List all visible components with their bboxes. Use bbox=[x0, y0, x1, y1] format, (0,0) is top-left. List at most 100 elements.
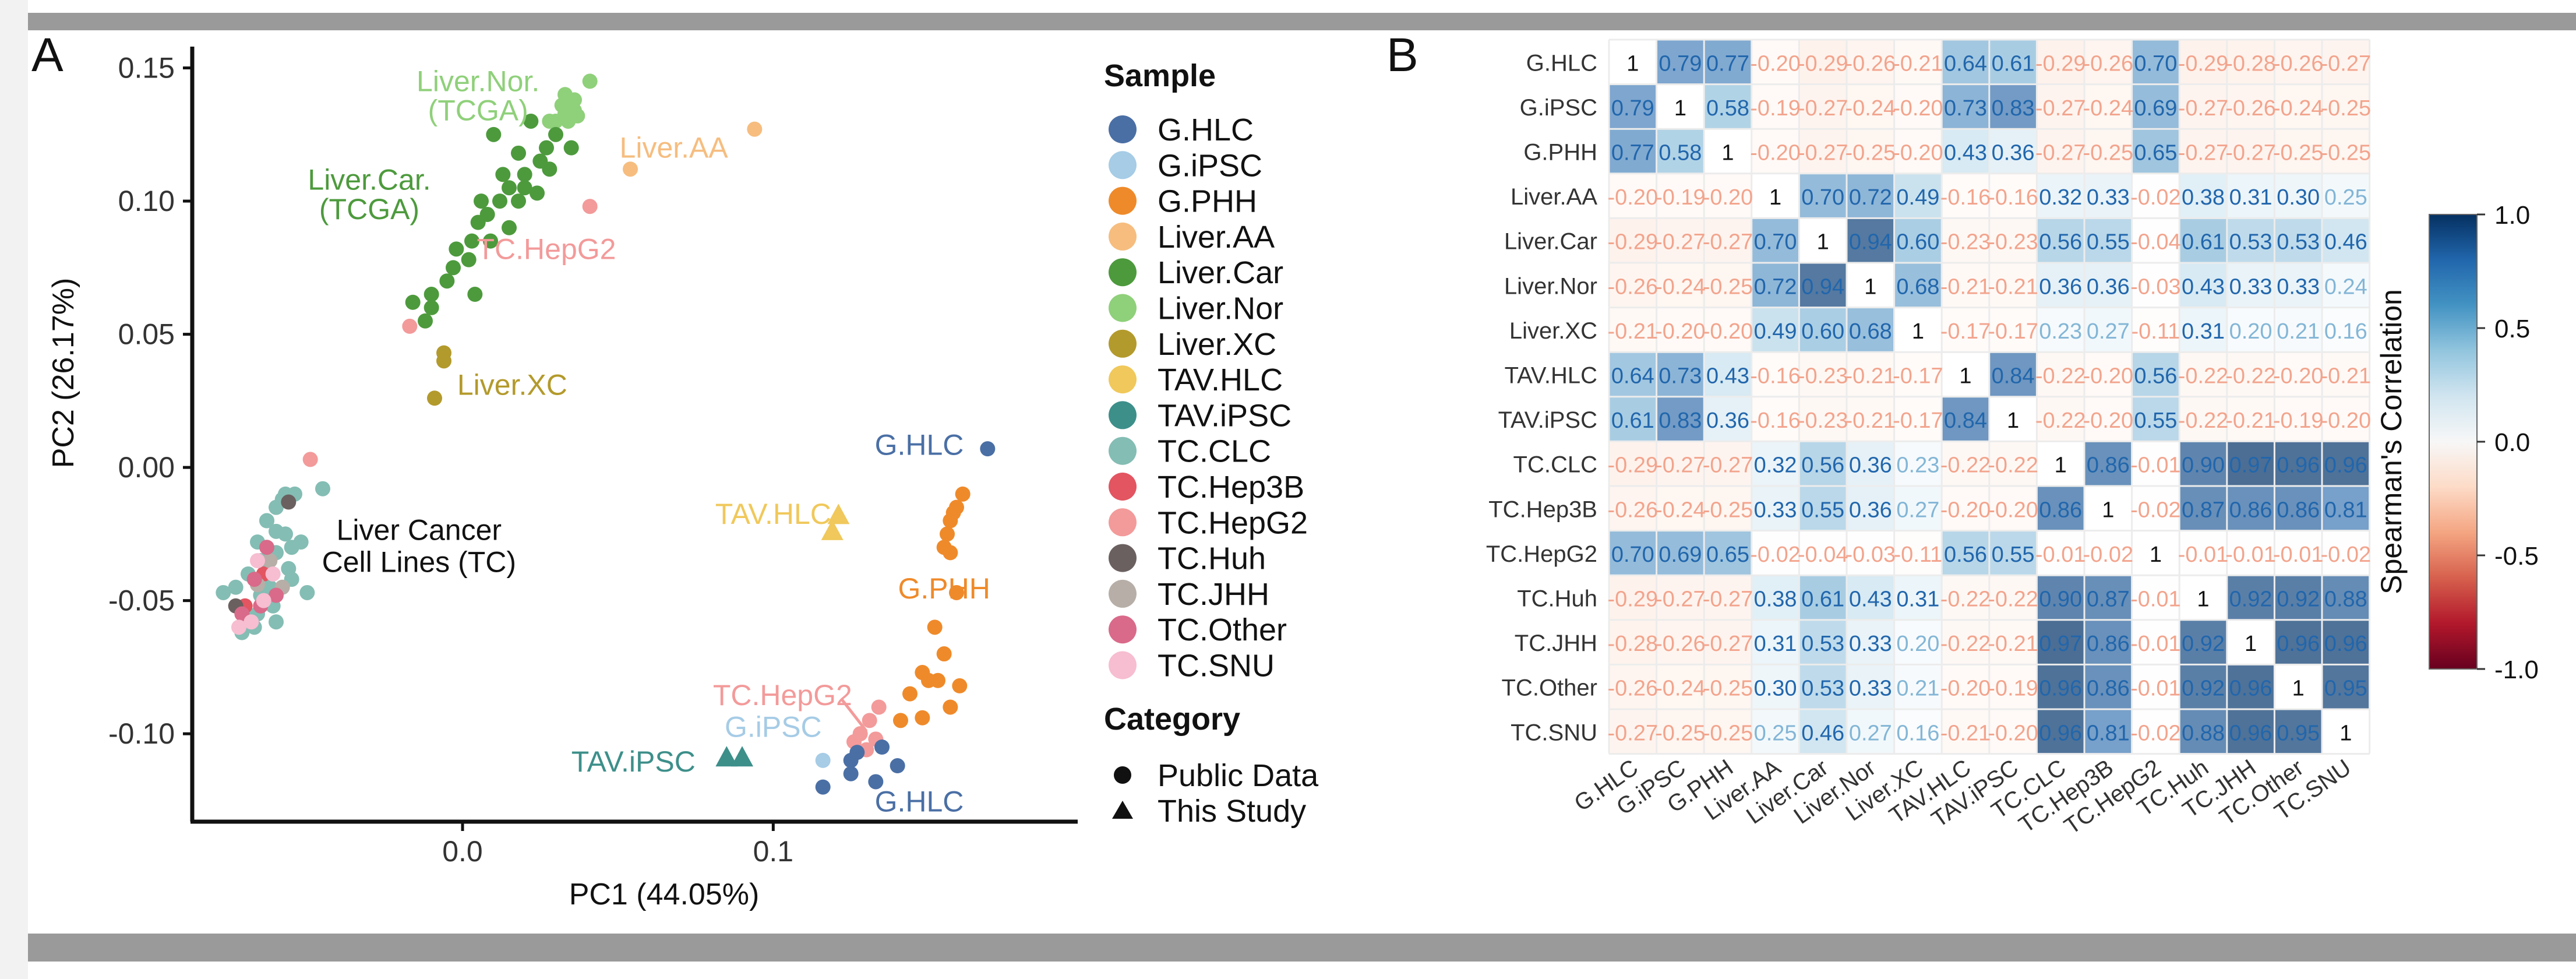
heatmap-cell-tc-other-tc-huh[interactable] bbox=[2179, 664, 2227, 709]
heatmap-cell-tc-huh-tc-snu[interactable] bbox=[2322, 575, 2370, 620]
heatmap-cell-liver-nor-tc-hep3b[interactable] bbox=[2084, 263, 2132, 308]
heatmap-cell-tav-ipsc-g-hlc[interactable] bbox=[1609, 396, 1657, 442]
scatter-point-g-hlc[interactable] bbox=[843, 766, 859, 781]
heatmap-cell-tav-ipsc-tc-hep3b[interactable] bbox=[2084, 396, 2132, 442]
heatmap-cell-tc-hepg2-g-hlc[interactable] bbox=[1609, 530, 1657, 576]
heatmap-cell-g-hlc-tc-huh[interactable] bbox=[2179, 40, 2227, 84]
heatmap-cell-tav-hlc-tc-jhh[interactable] bbox=[2226, 352, 2275, 397]
heatmap-cell-g-ipsc-liver-xc[interactable] bbox=[1894, 84, 1942, 129]
heatmap-cell-tc-huh-tav-ipsc[interactable] bbox=[1989, 575, 2037, 620]
scatter-point-liver-car[interactable] bbox=[502, 220, 517, 235]
scatter-point-liver-car[interactable] bbox=[492, 193, 507, 209]
heatmap-cell-liver-car-tc-snu[interactable] bbox=[2322, 218, 2370, 263]
heatmap-cell-tc-hep3b-liver-xc[interactable] bbox=[1894, 486, 1942, 531]
heatmap-cell-tav-hlc-tc-huh[interactable] bbox=[2179, 352, 2227, 397]
scatter-point-tc-snu[interactable] bbox=[265, 566, 281, 582]
heatmap-cell-tc-jhh-tav-ipsc[interactable] bbox=[1989, 619, 2037, 665]
heatmap-cell-tc-hepg2-liver-aa[interactable] bbox=[1751, 530, 1799, 576]
heatmap-cell-tc-hep3b-tav-ipsc[interactable] bbox=[1989, 486, 2037, 531]
heatmap-cell-tc-hep3b-liver-nor[interactable] bbox=[1847, 486, 1894, 531]
heatmap-cell-tc-hep3b-tc-jhh[interactable] bbox=[2226, 486, 2275, 531]
heatmap-cell-tav-ipsc-tc-huh[interactable] bbox=[2179, 396, 2227, 442]
scatter-point-liver-car[interactable] bbox=[517, 167, 532, 182]
scatter-point-tav-hlc[interactable] bbox=[821, 519, 844, 540]
scatter-point-tc-clc[interactable] bbox=[269, 523, 284, 539]
heatmap-cell-tc-snu-liver-nor[interactable] bbox=[1847, 709, 1894, 754]
heatmap-cell-liver-nor-liver-car[interactable] bbox=[1799, 263, 1847, 308]
scatter-point-liver-car[interactable] bbox=[474, 193, 489, 209]
heatmap-cell-liver-aa-g-ipsc[interactable] bbox=[1656, 173, 1705, 219]
scatter-point-g-phh[interactable] bbox=[943, 513, 958, 529]
heatmap-cell-g-hlc-g-ipsc[interactable] bbox=[1656, 40, 1705, 84]
heatmap-cell-g-phh-tav-hlc[interactable] bbox=[1942, 129, 1989, 174]
heatmap-cell-tc-other-liver-aa[interactable] bbox=[1751, 664, 1799, 709]
heatmap-cell-tc-hepg2-tc-jhh[interactable] bbox=[2226, 530, 2275, 576]
heatmap-cell-liver-nor-liver-xc[interactable] bbox=[1894, 263, 1942, 308]
scatter-point-tc-other[interactable] bbox=[269, 587, 284, 603]
heatmap-cell-tav-hlc-tc-hepg2[interactable] bbox=[2132, 352, 2180, 397]
scatter-point-tc-clc[interactable] bbox=[216, 584, 231, 600]
heatmap-cell-tc-snu-g-ipsc[interactable] bbox=[1656, 709, 1705, 754]
scatter-point-tc-snu[interactable] bbox=[250, 553, 265, 569]
heatmap-cell-liver-car-g-phh[interactable] bbox=[1704, 218, 1752, 263]
scatter-point-g-hlc[interactable] bbox=[980, 441, 996, 457]
heatmap-cell-tc-clc-liver-nor[interactable] bbox=[1847, 441, 1894, 486]
heatmap-cell-tc-hepg2-tc-huh[interactable] bbox=[2179, 530, 2227, 576]
heatmap-cell-tc-snu-g-phh[interactable] bbox=[1704, 709, 1752, 754]
heatmap-cell-tav-ipsc-g-phh[interactable] bbox=[1704, 396, 1752, 442]
heatmap-cell-tav-hlc-tc-other[interactable] bbox=[2274, 352, 2322, 397]
heatmap-cell-tc-clc-tc-hepg2[interactable] bbox=[2132, 441, 2180, 486]
heatmap-cell-g-hlc-tc-other[interactable] bbox=[2274, 40, 2322, 84]
heatmap-cell-liver-xc-tc-snu[interactable] bbox=[2322, 307, 2370, 353]
heatmap-cell-tc-jhh-tc-snu[interactable] bbox=[2322, 619, 2370, 665]
scatter-point-tc-clc[interactable] bbox=[269, 614, 284, 630]
heatmap-cell-g-hlc-tav-hlc[interactable] bbox=[1942, 40, 1989, 84]
heatmap-cell-liver-car-tav-hlc[interactable] bbox=[1942, 218, 1989, 263]
heatmap-cell-tc-other-g-ipsc[interactable] bbox=[1656, 664, 1705, 709]
scatter-point-liver-car[interactable] bbox=[424, 287, 439, 302]
heatmap-cell-tc-other-tc-clc[interactable] bbox=[2037, 664, 2084, 709]
heatmap-cell-tc-hep3b-liver-aa[interactable] bbox=[1751, 486, 1799, 531]
heatmap-cell-liver-car-tc-jhh[interactable] bbox=[2226, 218, 2275, 263]
heatmap-cell-liver-xc-tc-huh[interactable] bbox=[2179, 307, 2227, 353]
scatter-point-tc-hepg2[interactable] bbox=[862, 713, 877, 728]
heatmap-cell-tav-ipsc-tc-jhh[interactable] bbox=[2226, 396, 2275, 442]
scatter-point-liver-car[interactable] bbox=[418, 313, 433, 329]
scatter-point-tc-other[interactable] bbox=[246, 572, 262, 587]
heatmap-cell-tc-clc-g-phh[interactable] bbox=[1704, 441, 1752, 486]
heatmap-cell-g-phh-liver-car[interactable] bbox=[1799, 129, 1847, 174]
heatmap-cell-tc-hepg2-g-ipsc[interactable] bbox=[1656, 530, 1705, 576]
heatmap-cell-liver-nor-g-ipsc[interactable] bbox=[1656, 263, 1705, 308]
scatter-point-liver-car[interactable] bbox=[446, 260, 461, 276]
heatmap-cell-g-ipsc-tc-hepg2[interactable] bbox=[2132, 84, 2180, 129]
heatmap-cell-g-hlc-liver-xc[interactable] bbox=[1894, 40, 1942, 84]
heatmap-cell-liver-nor-tav-ipsc[interactable] bbox=[1989, 263, 2037, 308]
heatmap-cell-g-ipsc-tc-other[interactable] bbox=[2274, 84, 2322, 129]
heatmap-cell-tc-hep3b-tc-other[interactable] bbox=[2274, 486, 2322, 531]
heatmap-cell-g-hlc-tc-jhh[interactable] bbox=[2226, 40, 2275, 84]
heatmap-cell-tav-hlc-tc-clc[interactable] bbox=[2037, 352, 2084, 397]
heatmap-cell-tc-clc-liver-xc[interactable] bbox=[1894, 441, 1942, 486]
heatmap-cell-tc-jhh-tc-huh[interactable] bbox=[2179, 619, 2227, 665]
heatmap-cell-tav-ipsc-liver-xc[interactable] bbox=[1894, 396, 1942, 442]
heatmap-cell-tc-huh-g-phh[interactable] bbox=[1704, 575, 1752, 620]
heatmap-cell-g-hlc-tc-hep3b[interactable] bbox=[2084, 40, 2132, 84]
heatmap-cell-tc-clc-tc-jhh[interactable] bbox=[2226, 441, 2275, 486]
heatmap-cell-liver-car-g-hlc[interactable] bbox=[1609, 218, 1657, 263]
heatmap-cell-liver-aa-tc-snu[interactable] bbox=[2322, 173, 2370, 219]
heatmap-cell-tav-hlc-liver-car[interactable] bbox=[1799, 352, 1847, 397]
heatmap-cell-g-hlc-g-phh[interactable] bbox=[1704, 40, 1752, 84]
heatmap-cell-g-hlc-tc-clc[interactable] bbox=[2037, 40, 2084, 84]
heatmap-cell-tc-jhh-tc-other[interactable] bbox=[2274, 619, 2322, 665]
heatmap-cell-liver-nor-tc-huh[interactable] bbox=[2179, 263, 2227, 308]
heatmap-cell-liver-car-tc-hepg2[interactable] bbox=[2132, 218, 2180, 263]
scatter-point-liver-car[interactable] bbox=[517, 180, 532, 196]
heatmap-cell-liver-aa-tav-hlc[interactable] bbox=[1942, 173, 1989, 219]
heatmap-cell-tc-jhh-tc-hep3b[interactable] bbox=[2084, 619, 2132, 665]
scatter-point-liver-car[interactable] bbox=[449, 241, 464, 257]
heatmap-cell-g-ipsc-tc-snu[interactable] bbox=[2322, 84, 2370, 129]
heatmap-cell-tav-hlc-tc-snu[interactable] bbox=[2322, 352, 2370, 397]
heatmap-cell-g-ipsc-liver-nor[interactable] bbox=[1847, 84, 1894, 129]
heatmap-cell-liver-aa-tc-clc[interactable] bbox=[2037, 173, 2084, 219]
heatmap-cell-tc-hepg2-tc-other[interactable] bbox=[2274, 530, 2322, 576]
